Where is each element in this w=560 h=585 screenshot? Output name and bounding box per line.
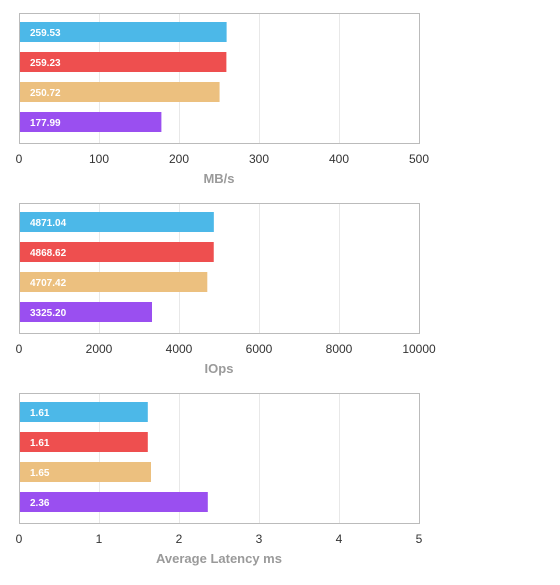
x-tick-label: 3: [256, 532, 263, 546]
bar-value-label: 4868.62: [30, 248, 67, 259]
x-tick-label: 300: [249, 152, 269, 166]
bar: [20, 272, 208, 292]
x-tick-label: 2000: [86, 342, 113, 356]
x-tick-label: 10000: [402, 342, 436, 356]
bar-value-label: 259.23: [30, 58, 61, 69]
bar: [20, 462, 151, 482]
bar-value-label: 3325.20: [30, 308, 67, 319]
bar-value-label: 250.72: [30, 88, 61, 99]
bar: [20, 242, 214, 262]
bar-value-label: 259.53: [30, 28, 61, 39]
bar-value-label: 177.99: [30, 118, 61, 129]
bar-value-label: 2.36: [30, 498, 50, 509]
bar: [20, 22, 227, 42]
x-tick-label: 6000: [246, 342, 273, 356]
bar-value-label: 4707.42: [30, 278, 67, 289]
bar: [20, 492, 208, 512]
bar: [20, 402, 148, 422]
x-tick-label: 1: [96, 532, 103, 546]
x-tick-label: 5: [416, 532, 423, 546]
bar: [20, 52, 227, 72]
x-tick-label: 200: [169, 152, 189, 166]
x-tick-label: 8000: [326, 342, 353, 356]
x-axis-label: MB/s: [203, 171, 234, 186]
bar: [20, 112, 162, 132]
x-tick-label: 0: [16, 532, 23, 546]
x-tick-label: 0: [16, 152, 23, 166]
plot-frame: [19, 203, 420, 334]
bar: [20, 82, 220, 102]
x-tick-label: 500: [409, 152, 429, 166]
bar: [20, 432, 148, 452]
x-tick-label: 2: [176, 532, 183, 546]
x-tick-label: 100: [89, 152, 109, 166]
bar: [20, 302, 153, 322]
bar: [20, 212, 214, 232]
x-axis-label: Average Latency ms: [156, 551, 282, 566]
x-tick-label: 4: [336, 532, 343, 546]
bar-value-label: 1.61: [30, 408, 50, 419]
plot-frame: [19, 13, 420, 144]
bar-value-label: 1.61: [30, 438, 50, 449]
x-tick-label: 0: [16, 342, 23, 356]
plot-frame: [19, 393, 420, 524]
bar-value-label: 1.65: [30, 468, 50, 479]
bar-value-label: 4871.04: [30, 218, 67, 229]
x-axis-label: IOps: [205, 361, 234, 376]
x-tick-label: 4000: [166, 342, 193, 356]
x-tick-label: 400: [329, 152, 349, 166]
